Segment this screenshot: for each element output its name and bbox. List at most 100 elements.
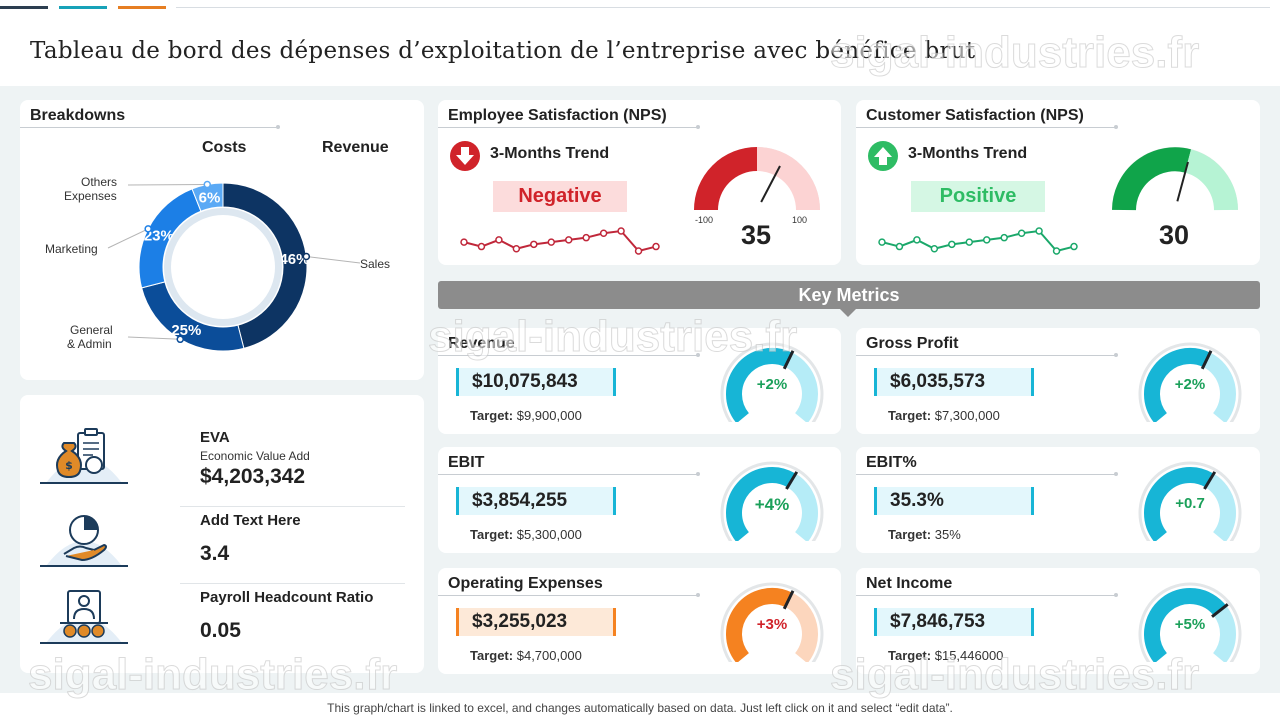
- donut-leader-line: [107, 228, 149, 249]
- gross-profit-title: Gross Profit: [866, 335, 959, 352]
- footnote: This graph/chart is linked to excel, and…: [327, 701, 953, 715]
- sparkline-point[interactable]: [1000, 233, 1008, 242]
- employee-nps-gauge[interactable]: [690, 132, 824, 220]
- gross-profit-gauge[interactable]: [1138, 338, 1242, 422]
- ebit-pct-target: Target: 35%: [888, 527, 961, 542]
- sparkline-point[interactable]: [477, 242, 486, 251]
- sparkline-point[interactable]: [930, 245, 939, 253]
- person-coins-icon: [46, 590, 122, 643]
- gauge-outer-track: [1138, 461, 1242, 541]
- donut-leader-dot: [176, 335, 184, 344]
- add-text-value: 3.4: [200, 542, 230, 565]
- ebit-pct-card[interactable]: EBIT% 35.3% Target: 35% +0.7: [856, 447, 1260, 553]
- ebit-target: Target: $5,300,000: [470, 527, 582, 542]
- donut-leader-dot: [144, 225, 152, 233]
- sparkline-point[interactable]: [512, 245, 521, 253]
- donut-label-sales: Sales: [360, 257, 391, 271]
- gross-profit-card[interactable]: Gross Profit $6,035,573 Target: $7,300,0…: [856, 328, 1260, 434]
- net-income-gauge[interactable]: [1138, 578, 1242, 662]
- payroll-label: Payroll Headcount Ratio: [200, 589, 374, 606]
- ebit-card[interactable]: EBIT $3,854,255 Target: $5,300,000 +4%: [438, 447, 841, 553]
- sparkline-point[interactable]: [460, 238, 468, 246]
- sparkline-point[interactable]: [1070, 242, 1078, 251]
- gross-profit-target-value: $7,300,000: [934, 408, 1000, 423]
- ebit-title-rule: [438, 472, 700, 476]
- sparkline-point[interactable]: [530, 240, 538, 249]
- gauge-fill: [726, 588, 793, 662]
- sparkline-point[interactable]: [599, 229, 608, 237]
- sparkline-point[interactable]: [582, 233, 590, 242]
- ebit-pct-title-rule: [856, 472, 1118, 476]
- donut-slice-others-expenses[interactable]: [191, 182, 224, 212]
- ebit-target-value: $5,300,000: [516, 527, 582, 542]
- employee-nps-card: Employee Satisfaction (NPS) 3-Months Tre…: [438, 100, 841, 265]
- employee-nps-title: Employee Satisfaction (NPS): [448, 107, 667, 124]
- kpi-row-eva: $ EVA Economic Value Add $4,203,342: [20, 425, 405, 503]
- ebit-gauge[interactable]: [720, 457, 824, 541]
- donut-leader-dot: [203, 180, 212, 189]
- net-income-change: +5%: [1174, 616, 1206, 633]
- revenue-title: Revenue: [448, 335, 515, 352]
- ebit-target-label: Target:: [470, 527, 514, 542]
- arrow-down-icon: [450, 141, 480, 171]
- net-income-title-rule: [856, 593, 1118, 597]
- sparkline-point[interactable]: [1017, 229, 1026, 237]
- donut-label-others-1: Others: [81, 175, 118, 189]
- breakdowns-card: Breakdowns Costs Revenue 46% 25% 23% 6% Oth…: [20, 100, 424, 380]
- customer-trend-sparkline[interactable]: [876, 224, 1096, 260]
- kpi-underline: [40, 482, 128, 484]
- net-income-card[interactable]: Net Income $7,846,753 Target: $15,446000…: [856, 568, 1260, 674]
- revenue-gauge[interactable]: [720, 338, 824, 422]
- add-text-label: Add Text Here: [200, 512, 301, 529]
- revenue-heading[interactable]: Revenue: [322, 139, 389, 156]
- gauge-remainder: [787, 473, 818, 541]
- opex-change: +3%: [756, 616, 788, 633]
- gauge-fill: [1144, 348, 1211, 422]
- ebit-pct-change: +0.7: [1175, 495, 1205, 512]
- sparkline-point[interactable]: [617, 227, 625, 235]
- gauge-outer-track: [1138, 582, 1242, 662]
- net-income-target-value: $15,446000: [934, 648, 1004, 663]
- employee-trend-sparkline[interactable]: [458, 224, 678, 260]
- gauge-remainder: [1202, 352, 1236, 422]
- sparkline-point[interactable]: [652, 242, 660, 251]
- sparkline-point[interactable]: [878, 238, 886, 246]
- gauge-outer-track: [1138, 342, 1242, 422]
- opex-gauge[interactable]: [720, 578, 824, 662]
- gross-profit-change: +2%: [1174, 376, 1206, 393]
- opex-target-label: Target:: [470, 648, 514, 663]
- customer-nps-value: 30: [1158, 220, 1190, 250]
- sparkline-line: [881, 229, 1075, 253]
- gauge-fill: [726, 348, 793, 422]
- sparkline-point[interactable]: [495, 236, 503, 244]
- ebit-pct-title: EBIT%: [866, 454, 917, 471]
- sparkline-point[interactable]: [547, 238, 556, 246]
- opex-card[interactable]: Operating Expenses $3,255,023 Target: $4…: [438, 568, 841, 674]
- sparkline-point[interactable]: [564, 236, 573, 244]
- top-rule: [176, 7, 1270, 8]
- ebit-pct-gauge[interactable]: [1138, 457, 1242, 541]
- kpi-underline: [40, 565, 128, 567]
- sparkline-point[interactable]: [965, 238, 974, 246]
- revenue-card[interactable]: Revenue $10,075,843 Target: $9,900,000 +…: [438, 328, 841, 434]
- revenue-target-value: $9,900,000: [516, 408, 582, 423]
- sparkline-line: [463, 229, 657, 253]
- ebit-pct-value: 35.3%: [874, 487, 1034, 515]
- sparkline-point[interactable]: [982, 236, 991, 244]
- costs-heading[interactable]: Costs: [202, 139, 247, 156]
- sparkline-point[interactable]: [913, 236, 921, 244]
- customer-nps-gauge[interactable]: [1108, 132, 1242, 220]
- gross-profit-target: Target: $7,300,000: [888, 408, 1000, 423]
- donut-hole: [171, 215, 275, 319]
- hand-pie-chart-icon: [46, 515, 122, 566]
- sparkline-point[interactable]: [948, 240, 956, 249]
- employee-nps-value: 35: [740, 220, 772, 250]
- revenue-target: Target: $9,900,000: [470, 408, 582, 423]
- breakdown-donut-chart[interactable]: 46% 25% 23% 6%: [20, 100, 424, 380]
- sparkline-point[interactable]: [1035, 227, 1043, 235]
- sparkline-point[interactable]: [895, 242, 904, 251]
- sparkline-point[interactable]: [634, 247, 643, 255]
- donut-slice-sales[interactable]: [222, 182, 308, 349]
- money-bag-report-icon: $: [46, 428, 122, 483]
- sparkline-point[interactable]: [1052, 247, 1061, 255]
